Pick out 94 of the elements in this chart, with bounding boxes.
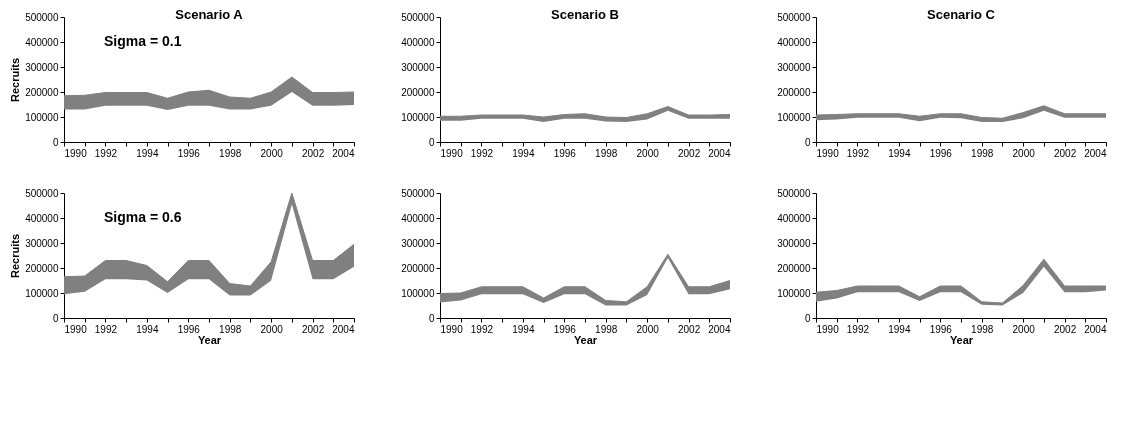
x-tick-label: 1996: [177, 323, 201, 335]
y-tick-label: 300000: [401, 61, 435, 73]
x-tick-label: 1998: [595, 323, 618, 335]
x-tick-label: 1990: [64, 147, 88, 159]
y-tick-label: 400000: [25, 36, 59, 48]
x-tick-label: 1998: [219, 323, 242, 335]
y-tick-label: 500000: [25, 11, 59, 23]
x-tick-label: 1992: [94, 147, 118, 159]
x-tick-label: 1994: [512, 147, 535, 159]
y-tick-label: 500000: [401, 187, 435, 199]
x-tick-label: 1994: [888, 323, 911, 335]
y-tick-label: 200000: [25, 262, 59, 274]
y-tick-label: 300000: [25, 237, 59, 249]
x-tick-label: 1992: [846, 323, 870, 335]
x-tick-label: 1996: [553, 147, 577, 159]
chart-title: Scenario A: [175, 7, 244, 22]
x-tick-label: 1994: [136, 147, 159, 159]
x-tick-label: 2002: [677, 147, 701, 159]
x-tick-label: 2002: [301, 323, 325, 335]
y-tick-label: 0: [804, 312, 811, 324]
x-tick-label: 2004: [708, 147, 731, 159]
y-tick-label: 100000: [777, 287, 811, 299]
x-tick-label: 2002: [301, 147, 325, 159]
x-tick-label: 2002: [1053, 323, 1077, 335]
x-tick-label: 1992: [846, 147, 870, 159]
y-axis-title: Recruits: [9, 233, 22, 279]
chart-title: Scenario B: [551, 7, 619, 22]
y-tick-label: 300000: [777, 61, 811, 73]
y-tick-label: 500000: [25, 187, 59, 199]
y-tick-label: 200000: [777, 86, 811, 98]
y-tick-label: 100000: [25, 111, 59, 123]
x-tick-label: 2000: [260, 147, 284, 159]
y-tick-label: 200000: [401, 86, 435, 98]
x-axis-title: Year: [573, 333, 598, 346]
y-tick-label: 300000: [401, 237, 435, 249]
y-tick-label: 400000: [777, 212, 811, 224]
x-tick-label: 2004: [1084, 147, 1107, 159]
x-tick-label: 2000: [636, 323, 660, 335]
annotation: Sigma = 0.1: [104, 33, 182, 49]
x-tick-label: 1990: [64, 323, 88, 335]
x-tick-label: 1990: [440, 323, 464, 335]
y-tick-label: 200000: [777, 262, 811, 274]
chart-title: Scenario C: [927, 7, 996, 22]
x-tick-label: 1996: [177, 147, 201, 159]
x-tick-label: 1994: [512, 323, 535, 335]
y-tick-label: 0: [52, 312, 59, 324]
annotation: Sigma = 0.6: [104, 209, 182, 225]
y-tick-label: 400000: [401, 36, 435, 48]
y-tick-label: 500000: [777, 187, 811, 199]
x-tick-label: 1990: [816, 323, 840, 335]
x-tick-label: 2002: [1053, 147, 1077, 159]
x-tick-label: 1992: [470, 147, 494, 159]
x-tick-label: 1998: [595, 147, 618, 159]
x-tick-label: 2002: [677, 323, 701, 335]
x-tick-label: 2000: [636, 147, 660, 159]
x-tick-label: 1998: [971, 147, 994, 159]
y-tick-label: 400000: [777, 36, 811, 48]
x-tick-label: 1990: [816, 147, 840, 159]
x-tick-label: 1994: [136, 323, 159, 335]
y-tick-label: 100000: [401, 111, 435, 123]
y-tick-label: 500000: [777, 11, 811, 23]
x-tick-label: 2000: [1012, 147, 1036, 159]
x-tick-label: 1998: [219, 147, 242, 159]
x-tick-label: 2004: [332, 323, 355, 335]
x-axis-title: Year: [949, 333, 974, 346]
x-tick-label: 1994: [888, 147, 911, 159]
y-tick-label: 300000: [777, 237, 811, 249]
y-tick-label: 400000: [401, 212, 435, 224]
y-tick-label: 0: [804, 136, 811, 148]
y-tick-label: 0: [428, 312, 435, 324]
x-tick-label: 1990: [440, 147, 464, 159]
y-tick-label: 0: [428, 136, 435, 148]
y-tick-label: 100000: [777, 111, 811, 123]
x-tick-label: 2004: [708, 323, 731, 335]
x-tick-label: 1996: [929, 147, 953, 159]
y-tick-label: 300000: [25, 61, 59, 73]
x-tick-label: 2000: [1012, 323, 1036, 335]
y-tick-label: 500000: [401, 11, 435, 23]
x-tick-label: 2000: [260, 323, 284, 335]
y-tick-label: 400000: [25, 212, 59, 224]
x-tick-label: 1996: [929, 323, 953, 335]
x-tick-label: 1996: [553, 323, 577, 335]
x-tick-label: 1992: [470, 323, 494, 335]
y-tick-label: 200000: [25, 86, 59, 98]
y-tick-label: 100000: [401, 287, 435, 299]
x-axis-title: Year: [197, 333, 222, 346]
y-tick-label: 100000: [25, 287, 59, 299]
y-tick-label: 0: [52, 136, 59, 148]
y-tick-label: 200000: [401, 262, 435, 274]
x-tick-label: 1998: [971, 323, 994, 335]
x-tick-label: 2004: [1084, 323, 1107, 335]
x-tick-label: 1992: [94, 323, 118, 335]
y-axis-title: Recruits: [9, 57, 22, 103]
x-tick-label: 2004: [332, 147, 355, 159]
